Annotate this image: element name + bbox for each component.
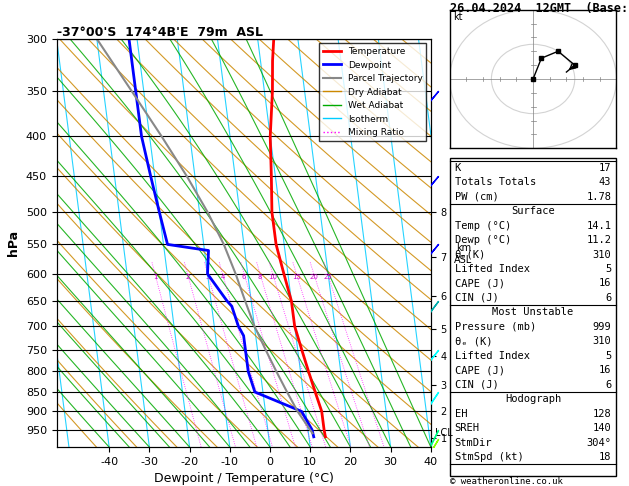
Text: 14.1: 14.1	[586, 221, 611, 230]
Text: 8: 8	[258, 274, 262, 280]
Text: Dewp (°C): Dewp (°C)	[455, 235, 511, 245]
Text: CAPE (J): CAPE (J)	[455, 365, 504, 375]
Text: 10: 10	[268, 274, 277, 280]
Text: 6: 6	[605, 380, 611, 390]
Text: Temp (°C): Temp (°C)	[455, 221, 511, 230]
Text: 999: 999	[593, 322, 611, 332]
Text: 1.78: 1.78	[586, 191, 611, 202]
Text: 1: 1	[153, 274, 157, 280]
Text: 310: 310	[593, 336, 611, 347]
Text: 6: 6	[605, 293, 611, 303]
Text: 20: 20	[309, 274, 318, 280]
Text: 16: 16	[599, 278, 611, 289]
Text: LCL: LCL	[435, 428, 452, 438]
Text: 25: 25	[323, 274, 332, 280]
Text: 2: 2	[186, 274, 190, 280]
Text: © weatheronline.co.uk: © weatheronline.co.uk	[450, 477, 562, 486]
Text: 3: 3	[206, 274, 210, 280]
Text: Totals Totals: Totals Totals	[455, 177, 536, 187]
Text: Lifted Index: Lifted Index	[455, 351, 530, 361]
Text: K: K	[455, 163, 461, 173]
Text: 43: 43	[599, 177, 611, 187]
Text: 17: 17	[599, 163, 611, 173]
Text: 15: 15	[292, 274, 301, 280]
Text: θₑ(K): θₑ(K)	[455, 249, 486, 260]
Text: EH: EH	[455, 409, 467, 419]
Text: 128: 128	[593, 409, 611, 419]
Text: CIN (J): CIN (J)	[455, 293, 499, 303]
Text: Pressure (mb): Pressure (mb)	[455, 322, 536, 332]
Text: StmSpd (kt): StmSpd (kt)	[455, 452, 523, 462]
Text: 16: 16	[599, 365, 611, 375]
Text: 26.04.2024  12GMT  (Base: 12): 26.04.2024 12GMT (Base: 12)	[450, 2, 629, 15]
Text: Lifted Index: Lifted Index	[455, 264, 530, 274]
Text: 6: 6	[242, 274, 247, 280]
Text: PW (cm): PW (cm)	[455, 191, 499, 202]
Text: 18: 18	[599, 452, 611, 462]
Text: 310: 310	[593, 249, 611, 260]
Text: 304°: 304°	[586, 438, 611, 448]
Text: CAPE (J): CAPE (J)	[455, 278, 504, 289]
Text: CIN (J): CIN (J)	[455, 380, 499, 390]
Text: 5: 5	[605, 264, 611, 274]
X-axis label: Dewpoint / Temperature (°C): Dewpoint / Temperature (°C)	[154, 472, 333, 486]
Text: SREH: SREH	[455, 423, 480, 433]
Text: -37°00'S  174°4B'E  79m  ASL: -37°00'S 174°4B'E 79m ASL	[57, 26, 263, 39]
Text: 4: 4	[220, 274, 225, 280]
Text: 140: 140	[593, 423, 611, 433]
Text: 11.2: 11.2	[586, 235, 611, 245]
Text: kt: kt	[453, 13, 462, 22]
Legend: Temperature, Dewpoint, Parcel Trajectory, Dry Adiabat, Wet Adiabat, Isotherm, Mi: Temperature, Dewpoint, Parcel Trajectory…	[319, 43, 426, 141]
Text: StmDir: StmDir	[455, 438, 493, 448]
Text: Hodograph: Hodograph	[505, 394, 561, 404]
Text: 5: 5	[605, 351, 611, 361]
Text: θₑ (K): θₑ (K)	[455, 336, 493, 347]
Text: Most Unstable: Most Unstable	[493, 308, 574, 317]
Text: Surface: Surface	[511, 206, 555, 216]
Y-axis label: km
ASL: km ASL	[454, 243, 472, 264]
Y-axis label: hPa: hPa	[7, 230, 20, 256]
